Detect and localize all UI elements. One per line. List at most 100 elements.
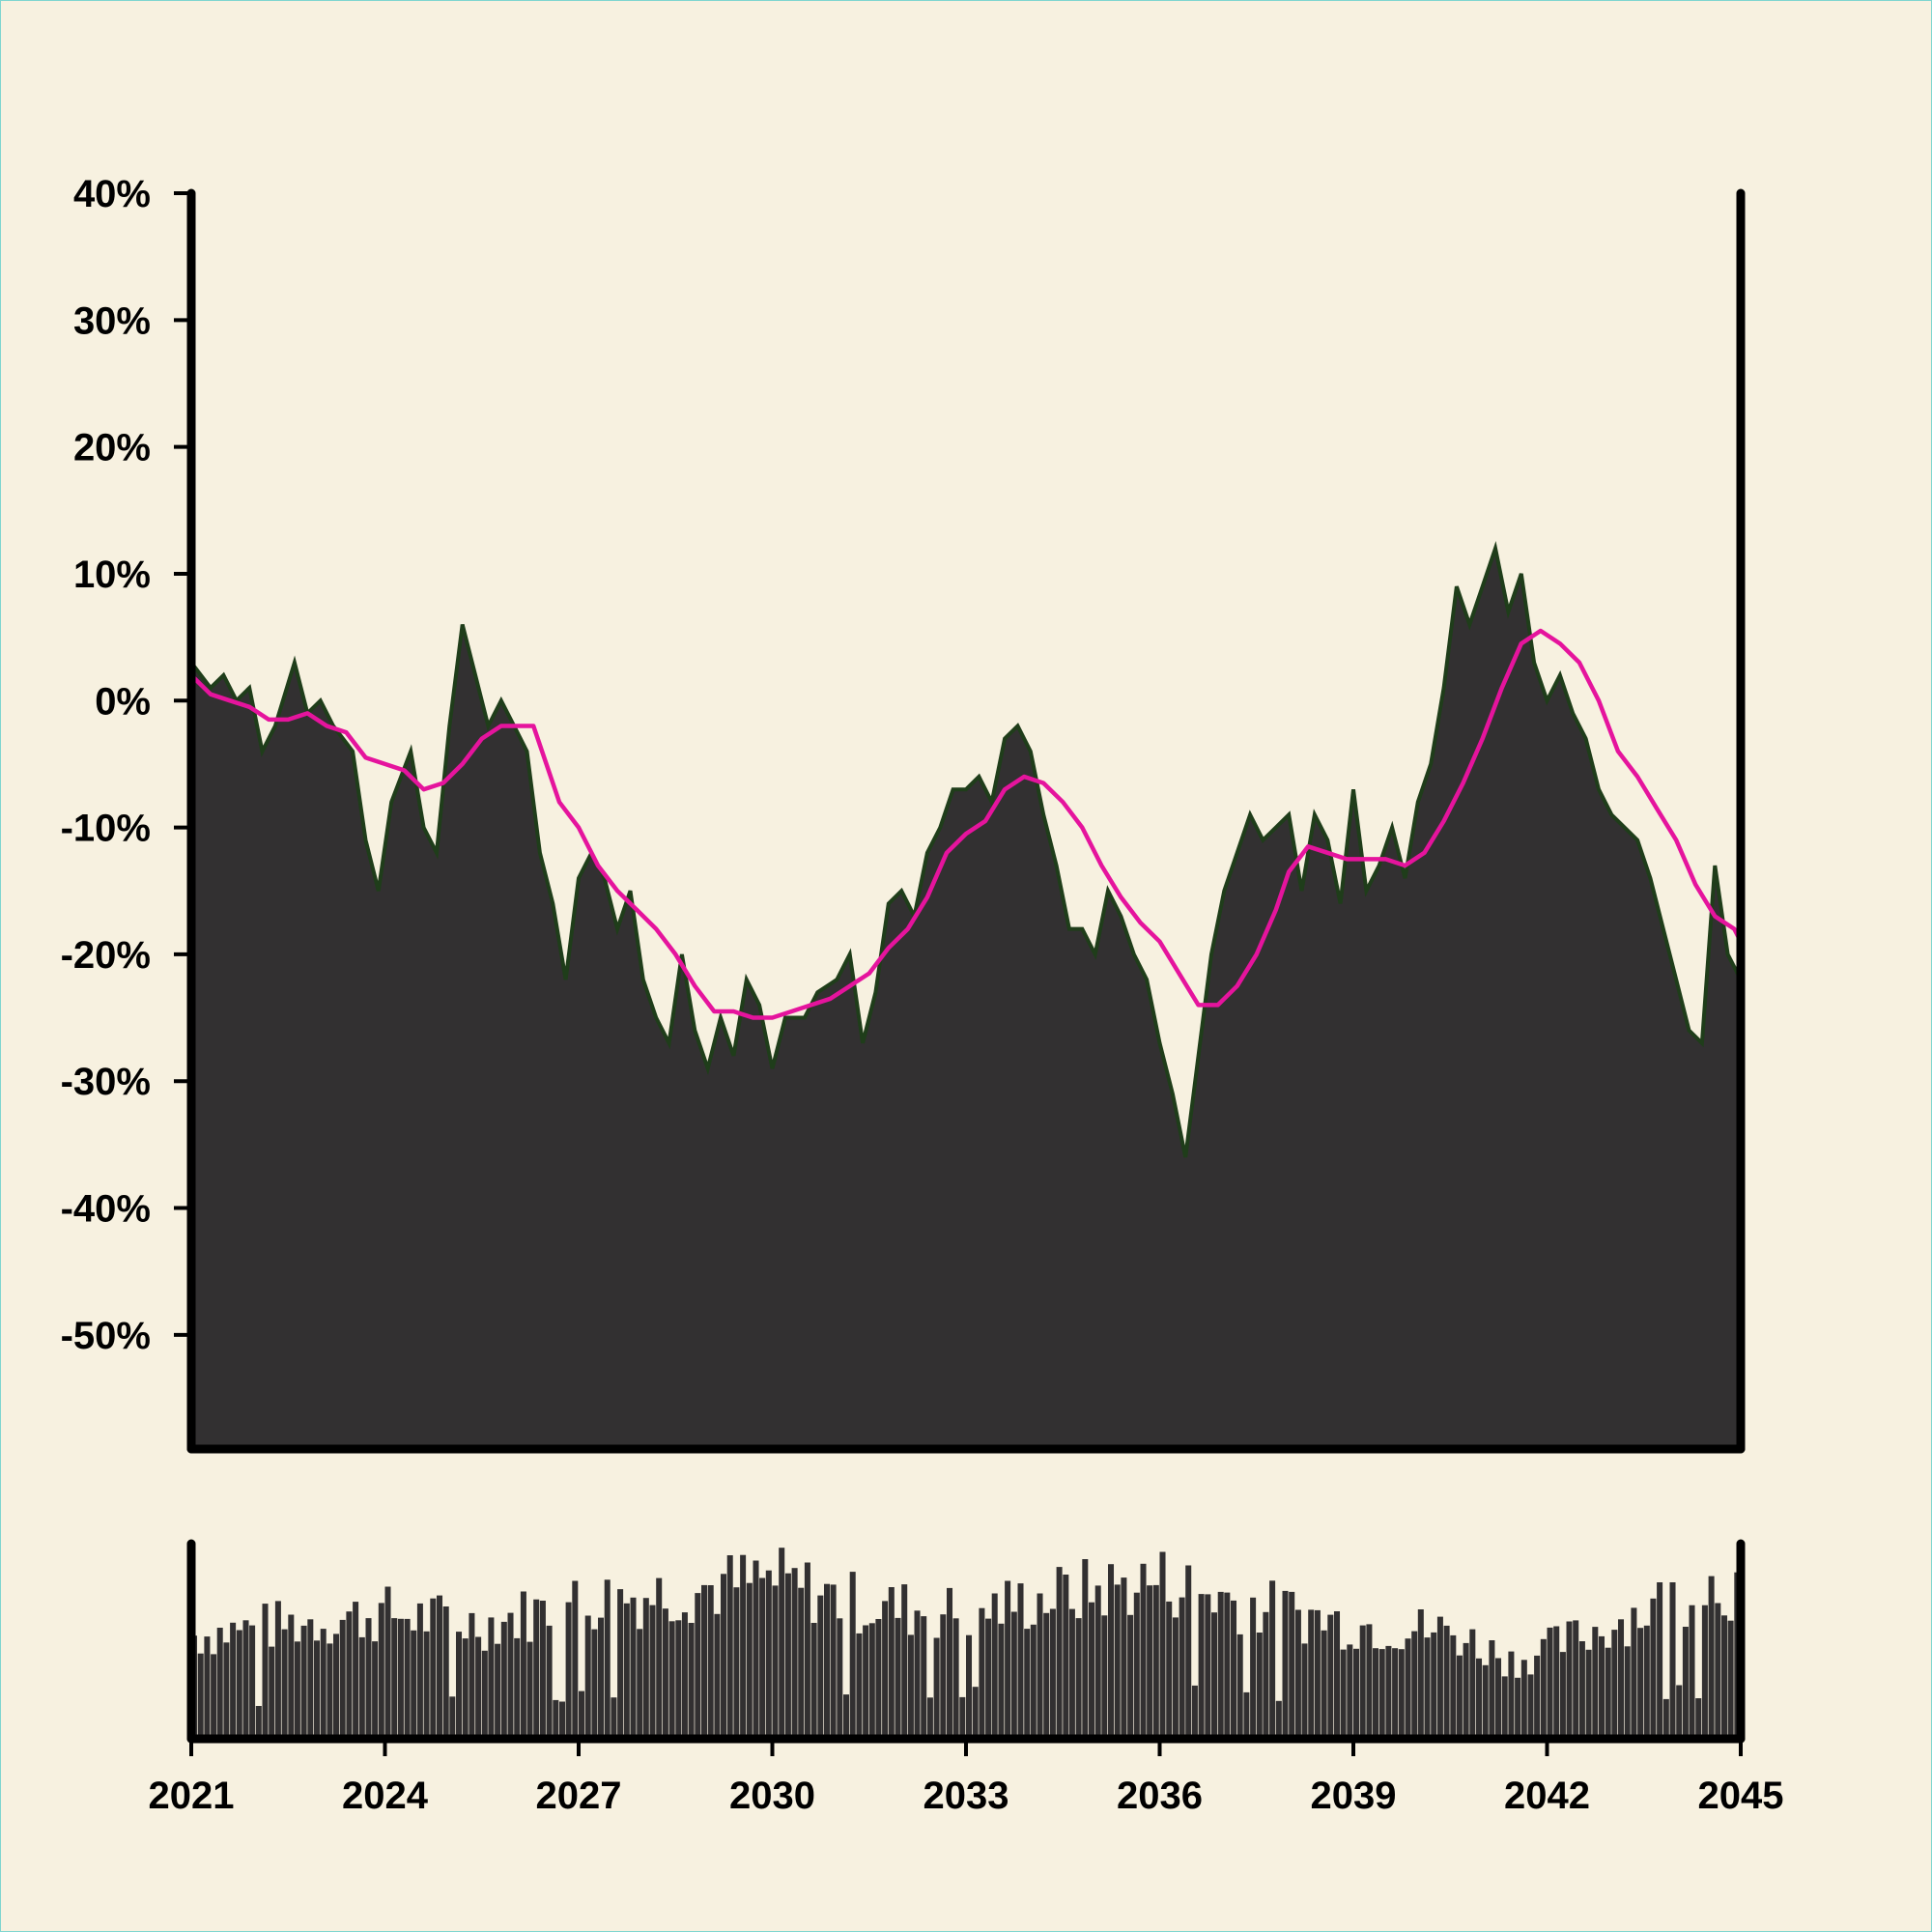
- volume-bar: [1450, 1634, 1457, 1739]
- y-tick-label: 20%: [73, 427, 151, 469]
- x-tick-label: 2024: [342, 1775, 429, 1817]
- volume-bar: [1147, 1585, 1153, 1739]
- volume-bar: [843, 1694, 850, 1739]
- volume-bar: [1463, 1642, 1469, 1739]
- volume-bar: [1166, 1601, 1173, 1739]
- volume-bar: [753, 1560, 759, 1739]
- volume-bar: [933, 1637, 940, 1739]
- volume-bar: [1469, 1629, 1476, 1739]
- volume-bar: [952, 1618, 959, 1739]
- volume-bar: [1695, 1698, 1702, 1739]
- volume-bar: [333, 1634, 340, 1739]
- volume-bar: [1017, 1583, 1024, 1739]
- volume-bar: [1631, 1607, 1637, 1739]
- volume-bar: [765, 1570, 772, 1739]
- volume-bar: [875, 1619, 882, 1739]
- volume-bar: [1037, 1593, 1043, 1739]
- volume-bar: [430, 1598, 437, 1739]
- x-tick-label: 2030: [729, 1775, 815, 1817]
- volume-bar: [1482, 1664, 1489, 1739]
- volume-bar: [288, 1614, 295, 1739]
- volume-bar: [1378, 1649, 1385, 1739]
- volume-bar: [740, 1554, 747, 1739]
- volume-bar: [1043, 1612, 1050, 1739]
- volume-bar: [495, 1643, 501, 1739]
- volume-bar: [1553, 1626, 1560, 1739]
- volume-bar: [617, 1589, 624, 1739]
- volume-bar: [791, 1568, 798, 1739]
- volume-bar: [856, 1633, 863, 1739]
- volume-bar: [391, 1618, 398, 1739]
- volume-bar: [1676, 1685, 1683, 1739]
- volume-bar: [1366, 1624, 1373, 1739]
- volume-bar: [1501, 1676, 1508, 1739]
- volume-bar: [1515, 1677, 1521, 1739]
- volume-bar: [701, 1584, 708, 1739]
- y-tick-label: -10%: [61, 808, 151, 850]
- volume-bar: [320, 1629, 327, 1739]
- y-tick-label: 10%: [73, 554, 151, 596]
- volume-bar: [1294, 1609, 1301, 1739]
- volume-bar: [1405, 1638, 1411, 1739]
- volume-bar: [1334, 1611, 1341, 1739]
- volume-bar: [1618, 1619, 1625, 1739]
- x-tick-label: 2045: [1698, 1775, 1784, 1817]
- volume-bar: [500, 1621, 507, 1739]
- volume-bar: [1275, 1700, 1282, 1739]
- volume-bar: [1669, 1582, 1676, 1739]
- volume-bar: [714, 1613, 721, 1739]
- volume-bar: [817, 1595, 824, 1739]
- volume-bar: [242, 1620, 249, 1739]
- volume-bar: [642, 1598, 649, 1739]
- volume-bar: [1398, 1649, 1405, 1739]
- volume-bar: [888, 1587, 895, 1739]
- volume-bar: [598, 1617, 605, 1739]
- volume-bar: [824, 1583, 831, 1739]
- x-tick-label: 2021: [149, 1775, 235, 1817]
- volume-bar: [346, 1611, 353, 1739]
- volume-bar: [1185, 1565, 1192, 1739]
- volume-bar: [216, 1628, 223, 1739]
- volume-bar: [733, 1587, 740, 1739]
- y-tick-label: 30%: [73, 299, 151, 342]
- volume-bar: [211, 1654, 217, 1739]
- volume-bar: [1650, 1598, 1657, 1739]
- volume-bar: [533, 1599, 540, 1739]
- volume-bar: [1637, 1628, 1644, 1739]
- volume-bar: [1643, 1625, 1650, 1739]
- volume-bar: [985, 1618, 992, 1739]
- volume-bar: [314, 1640, 321, 1739]
- volume-bar: [1063, 1575, 1069, 1739]
- volume-bar: [1508, 1651, 1515, 1739]
- y-tick-label: 40%: [73, 173, 151, 215]
- volume-bar: [294, 1641, 300, 1739]
- volume-bar: [1392, 1648, 1399, 1739]
- volume-bar: [926, 1697, 933, 1739]
- volume-bar: [1353, 1648, 1360, 1739]
- volume-bar: [411, 1630, 417, 1739]
- volume-bar: [895, 1617, 901, 1739]
- volume-bar: [230, 1622, 237, 1739]
- volume-bar: [397, 1618, 404, 1739]
- volume-bar: [1417, 1609, 1424, 1739]
- volume-bar: [1217, 1591, 1224, 1739]
- volume-bar: [1327, 1614, 1334, 1739]
- y-tick-label: -40%: [61, 1188, 151, 1231]
- volume-bar: [1282, 1590, 1289, 1739]
- volume-bar: [1431, 1632, 1437, 1739]
- volume-bar: [378, 1603, 384, 1739]
- volume-bar: [1527, 1674, 1534, 1739]
- volume-bar: [1611, 1630, 1618, 1739]
- volume-bar: [772, 1585, 779, 1739]
- volume-bar: [901, 1584, 908, 1739]
- volume-bar: [365, 1618, 372, 1739]
- volume-bar: [746, 1582, 753, 1739]
- volume-bar: [1256, 1633, 1263, 1739]
- volume-bar: [849, 1572, 856, 1739]
- volume-bar: [327, 1643, 333, 1739]
- volume-bar: [462, 1638, 469, 1739]
- volume-bar: [559, 1701, 566, 1739]
- volume-bar: [1682, 1627, 1689, 1739]
- volume-bar: [579, 1690, 585, 1739]
- volume-bar: [972, 1687, 979, 1739]
